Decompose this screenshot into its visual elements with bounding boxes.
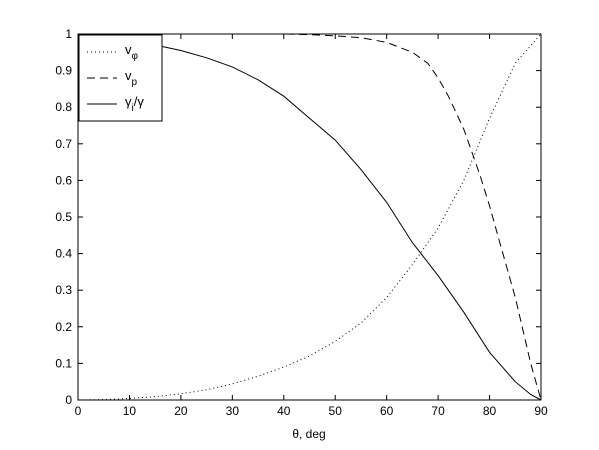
y-tick-label: 0.2 [55,320,72,334]
x-tick-label: 50 [329,404,343,418]
x-tick-label: 20 [174,404,188,418]
x-tick-label: 80 [483,404,497,418]
x-tick-label: 90 [534,404,548,418]
y-tick-label: 0.8 [55,100,72,114]
x-tick-label: 70 [431,404,445,418]
x-tick-label: 0 [75,404,82,418]
legend: vφ vp γi/γ [78,34,163,122]
y-tick-label: 0.6 [55,173,72,187]
y-tick-label: 0.1 [55,356,72,370]
y-tick-label: 0.7 [55,137,72,151]
y-tick-label: 0.3 [55,283,72,297]
x-tick-label: 10 [123,404,137,418]
series-line-2 [78,33,542,401]
x-ticks: 0 10 20 30 40 50 60 70 80 90 [75,34,548,418]
x-tick-label: 30 [226,404,240,418]
legend-label: vp [125,68,138,88]
y-tick-label: 0 [65,393,72,407]
x-tick-label: 60 [380,404,394,418]
y-tick-label: 1 [65,27,72,41]
y-tick-label: 0.9 [55,64,72,78]
y-tick-label: 0.4 [55,247,72,261]
legend-label: γi/γ [125,94,144,114]
x-axis-label: θ, deg [292,427,325,441]
legend-label: vφ [125,42,139,62]
x-tick-label: 40 [277,404,291,418]
y-tick-label: 0.5 [55,210,72,224]
y-ticks: 0 0.1 0.2 0.3 0.4 0.5 0.6 0.7 0.8 0.9 1 [55,27,541,407]
